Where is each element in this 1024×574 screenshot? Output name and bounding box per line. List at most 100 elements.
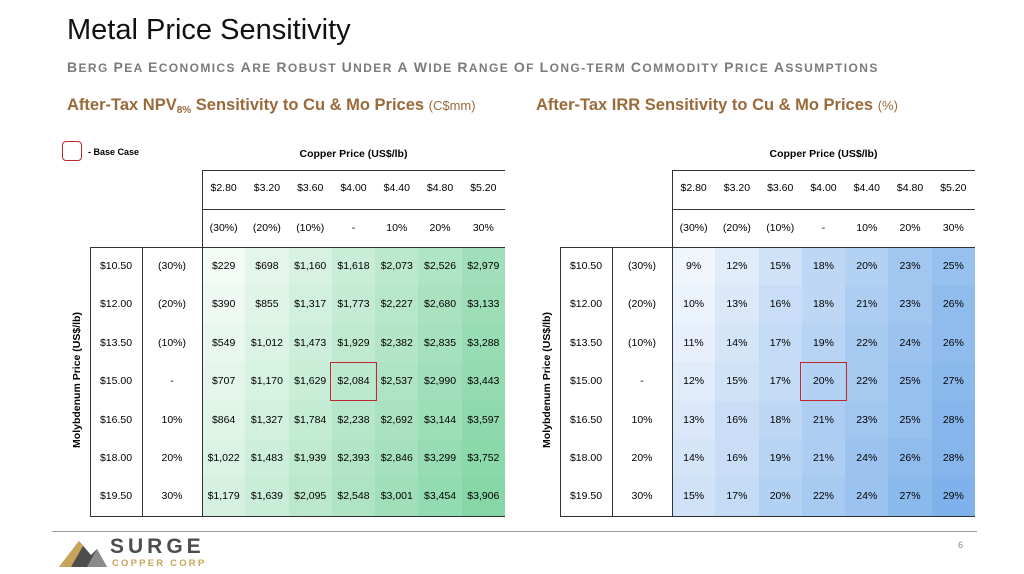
irr-value-cell: 12% xyxy=(683,375,705,388)
npv-value-cell: $2,393 xyxy=(337,452,370,464)
npv-base-case-highlight xyxy=(329,362,378,401)
irr-cell-bg xyxy=(845,477,889,516)
irr-value-cell: 17% xyxy=(769,375,791,388)
irr-cell-bg xyxy=(845,323,889,363)
npv-cell-bg xyxy=(375,400,419,439)
irr-value-cell: 20% xyxy=(769,490,791,503)
npv-rule xyxy=(90,247,91,516)
irr-rule xyxy=(672,170,673,516)
npv-copper-price: $3.20 xyxy=(253,182,281,194)
irr-value-cell: 20% xyxy=(856,260,878,272)
irr-moly-price: $13.50 xyxy=(569,336,603,349)
npv-value-cell: $3,001 xyxy=(380,490,413,503)
npv-value-cell: $3,454 xyxy=(424,490,457,503)
irr-value-cell: 18% xyxy=(812,298,834,311)
irr-cell-bg xyxy=(758,323,802,363)
npv-cell-bg xyxy=(245,247,289,286)
irr-value-cell: 16% xyxy=(726,452,748,464)
irr-value-cell: 9% xyxy=(686,260,702,272)
npv-cell-bg xyxy=(375,477,419,516)
irr-cell-bg xyxy=(801,285,846,324)
npv-cell-bg xyxy=(202,247,246,286)
npv-title-unit: (C$mm) xyxy=(428,98,476,113)
irr-base-case-highlight xyxy=(799,362,848,401)
npv-cell-bg xyxy=(418,362,462,401)
irr-cell-bg xyxy=(801,477,846,516)
irr-value-cell: 23% xyxy=(899,298,921,311)
base-case-legend-swatch xyxy=(62,141,82,161)
npv-cell-bg xyxy=(331,439,376,478)
irr-moly-axis-title: Molybdenum Price (US$/lb) xyxy=(541,312,553,449)
npv-copper-change: 20% xyxy=(429,222,451,234)
irr-copper-axis-title: Copper Price (US$/lb) xyxy=(769,148,878,160)
npv-rule xyxy=(202,209,505,210)
npv-copper-change: 10% xyxy=(386,222,408,234)
irr-copper-change: 10% xyxy=(856,222,878,234)
irr-value-cell: 26% xyxy=(942,298,964,311)
npv-cell-bg xyxy=(288,400,332,439)
irr-value-cell: 18% xyxy=(769,413,791,426)
npv-cell-bg xyxy=(245,477,289,516)
irr-cell-bg xyxy=(888,323,932,363)
irr-cell-bg xyxy=(931,439,975,478)
npv-cell-bg xyxy=(202,323,246,363)
npv-cell-bg xyxy=(418,477,462,516)
irr-value-cell: 14% xyxy=(726,336,748,349)
npv-moly-change: (20%) xyxy=(157,298,186,311)
npv-value-cell: $1,170 xyxy=(250,375,283,388)
irr-sensitivity-table: Copper Price (US$/lb) $2.80 $3.20 $3.60 $4.0… xyxy=(537,142,977,518)
npv-title-post: Sensitivity to Cu & Mo Prices xyxy=(191,96,429,114)
npv-moly-price: $19.50 xyxy=(99,490,133,503)
irr-copper-price: $3.60 xyxy=(767,182,794,194)
irr-rule xyxy=(612,247,613,516)
npv-cell-bg xyxy=(245,323,289,363)
irr-rule xyxy=(560,247,975,248)
irr-value-cell: 17% xyxy=(769,336,791,349)
npv-value-cell: $2,979 xyxy=(467,260,500,272)
irr-rule xyxy=(560,247,561,516)
irr-moly-price: $15.00 xyxy=(569,375,603,388)
npv-value-cell: $1,639 xyxy=(250,490,283,503)
irr-cell-bg xyxy=(672,247,716,286)
npv-cell-bg xyxy=(418,285,462,324)
logo-subtitle: COPPER CORP xyxy=(112,558,207,569)
irr-copper-price: $4.00 xyxy=(810,182,837,194)
npv-value-cell: $1,022 xyxy=(207,452,240,464)
irr-value-cell: 23% xyxy=(856,413,878,426)
npv-cell-bg xyxy=(461,477,505,516)
npv-value-cell: $2,084 xyxy=(337,375,370,388)
irr-cell-bg xyxy=(931,477,975,516)
irr-rule xyxy=(672,170,975,171)
surge-logo-mountain-icon xyxy=(59,541,107,567)
irr-value-cell: 11% xyxy=(683,336,704,349)
irr-cell-bg xyxy=(715,477,759,516)
npv-cell-bg xyxy=(331,247,376,286)
npv-value-cell: $1,939 xyxy=(294,452,327,464)
npv-moly-price: $10.50 xyxy=(99,260,133,272)
npv-cell-bg xyxy=(331,362,376,401)
npv-copper-change: 30% xyxy=(472,222,494,234)
irr-value-cell: 24% xyxy=(899,336,921,349)
irr-copper-change: (20%) xyxy=(722,222,751,234)
irr-value-cell: 22% xyxy=(812,490,834,503)
npv-cell-bg xyxy=(202,400,246,439)
npv-cell-bg xyxy=(418,247,462,286)
irr-rule xyxy=(672,209,975,210)
irr-cell-bg xyxy=(758,285,802,324)
irr-moly-change: - xyxy=(640,375,644,388)
npv-cell-bg xyxy=(461,439,505,478)
irr-section-title: After-Tax IRR Sensitivity to Cu & Mo Pri… xyxy=(536,96,898,115)
irr-copper-price: $2.80 xyxy=(680,182,707,194)
npv-cell-bg xyxy=(288,247,332,286)
irr-cell-bg xyxy=(931,285,975,324)
npv-value-cell: $3,133 xyxy=(467,298,500,311)
npv-cell-bg xyxy=(331,285,376,324)
irr-value-cell: 21% xyxy=(812,452,834,464)
irr-value-cell: 24% xyxy=(856,490,878,503)
npv-rule xyxy=(202,170,203,516)
irr-value-cell: 21% xyxy=(812,413,834,426)
irr-cell-bg xyxy=(715,323,759,363)
irr-moly-change: (20%) xyxy=(627,298,656,311)
npv-value-cell: $1,929 xyxy=(337,336,370,349)
irr-cell-bg xyxy=(845,439,889,478)
